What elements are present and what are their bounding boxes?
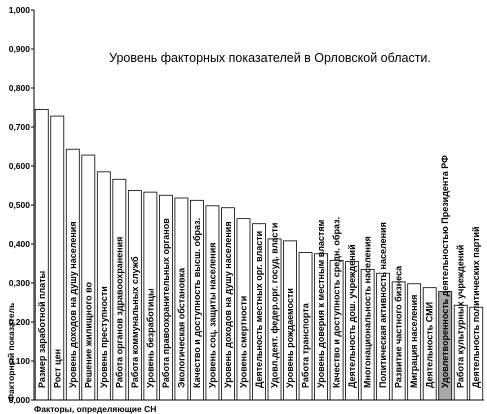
category-label: Размер заработной платы bbox=[37, 270, 47, 388]
category-label: Работа транспорта bbox=[301, 302, 311, 388]
y-tick-label: 0,300 bbox=[9, 278, 31, 288]
category-label: Удовлетворенность деятельностью Президен… bbox=[440, 155, 450, 388]
y-tick-label: 0,900 bbox=[9, 44, 31, 54]
y-tick-label: 0,200 bbox=[9, 317, 31, 327]
chart-title: Уровень факторных показателей в Орловско… bbox=[109, 51, 431, 65]
category-label: Уровень рождаемости bbox=[285, 288, 295, 388]
y-tick-label: 1,000 bbox=[9, 5, 31, 15]
category-label: Уровень смертности bbox=[238, 296, 248, 388]
y-tick-label: 0,100 bbox=[9, 356, 31, 366]
category-label: Политическая активность населения bbox=[378, 222, 388, 388]
category-label: Экологическая обстановка bbox=[176, 267, 186, 388]
y-tick-label: 0,800 bbox=[9, 83, 31, 93]
category-label: Рост цен bbox=[52, 349, 62, 388]
category-label: Уровень доходов на душу населения bbox=[68, 221, 78, 388]
category-label: Работа органов здравоохранения bbox=[114, 237, 124, 388]
y-tick-label: 0,500 bbox=[9, 200, 31, 210]
category-label: Деятельность СМИ bbox=[425, 302, 435, 388]
category-label: Работа культурных учреждений bbox=[456, 245, 466, 388]
y-axis-title: Факторный показатель bbox=[6, 303, 16, 401]
category-label: Уровень доверия к местным властям bbox=[316, 219, 326, 388]
category-label: Уровень доходов на душу населения bbox=[223, 221, 233, 388]
y-tick-label: 0,600 bbox=[9, 161, 31, 171]
category-label: Многонациональность населения bbox=[363, 236, 373, 388]
category-label: Уровень преступности bbox=[99, 286, 109, 388]
category-label: Развитие частного бизнеса bbox=[394, 265, 404, 388]
category-label: Миграция населения bbox=[409, 295, 419, 388]
category-label: Удовл.деят. федер.орг. госуд. власти bbox=[270, 223, 280, 388]
y-tick-label: 0,400 bbox=[9, 239, 31, 249]
y-tick-label: 0,000 bbox=[9, 395, 31, 405]
category-label: Решение жилищного во bbox=[83, 282, 93, 388]
category-label: Деятельность политических партий bbox=[471, 226, 481, 388]
category-label: Работа коммунальных служб bbox=[130, 256, 140, 388]
category-label: Уровень безработицы bbox=[145, 288, 155, 388]
x-axis-title: Факторы, определяющие СН bbox=[34, 404, 156, 414]
category-label: Качество и доступность высш. образ. bbox=[192, 218, 202, 388]
category-label: Работа правоохранительных органов bbox=[161, 218, 171, 388]
category-label: Деятельность дош. учреждений bbox=[347, 244, 357, 388]
y-tick-label: 0,700 bbox=[9, 122, 31, 132]
category-label: Качество и доступность средн. образ. bbox=[332, 217, 342, 388]
category-label: Деятельность местных орг. власти bbox=[254, 231, 264, 388]
category-label: Уровень соц. защиты населения bbox=[207, 242, 217, 388]
